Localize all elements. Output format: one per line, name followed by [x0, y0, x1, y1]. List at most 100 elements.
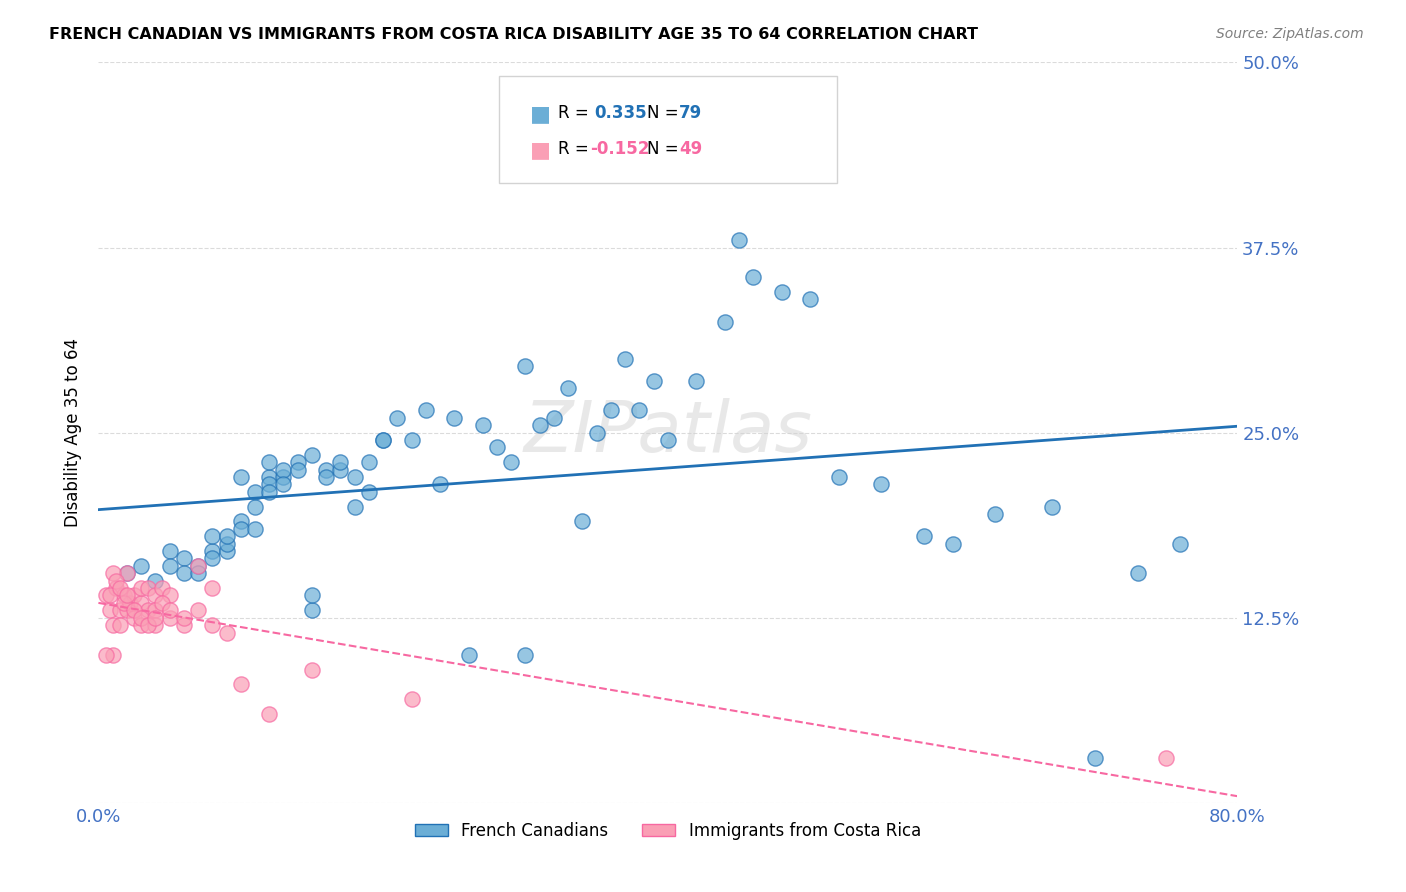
Point [287, 462, 309, 476]
Point [357, 455, 380, 469]
Point [129, 610, 152, 624]
Point [118, 596, 141, 610]
Point [301, 663, 323, 677]
Text: ZIPatlas: ZIPatlas [523, 398, 813, 467]
Text: R =: R = [558, 140, 595, 158]
Text: ■: ■ [530, 104, 551, 124]
Point [742, 270, 765, 285]
Point [98, 603, 121, 617]
Point [243, 484, 266, 499]
Point [571, 515, 593, 529]
Point [273, 477, 295, 491]
Point [122, 589, 145, 603]
Point [870, 477, 893, 491]
Point [101, 648, 124, 662]
Point [122, 603, 145, 617]
Point [315, 470, 337, 484]
Point [201, 529, 224, 543]
Point [243, 500, 266, 514]
Point [273, 462, 295, 476]
Point [129, 581, 152, 595]
Point [101, 566, 124, 581]
Text: FRENCH CANADIAN VS IMMIGRANTS FROM COSTA RICA DISABILITY AGE 35 TO 64 CORRELATIO: FRENCH CANADIAN VS IMMIGRANTS FROM COSTA… [49, 27, 979, 42]
Point [129, 596, 152, 610]
Point [515, 648, 537, 662]
Point [145, 610, 167, 624]
Point [471, 418, 494, 433]
Point [201, 544, 224, 558]
Point [129, 558, 152, 573]
Text: 0.335: 0.335 [595, 104, 647, 122]
Point [145, 603, 167, 617]
Point [101, 618, 124, 632]
Point [115, 566, 138, 581]
Point [129, 618, 152, 632]
Point [1084, 751, 1107, 765]
Point [1126, 566, 1149, 581]
Point [1170, 536, 1192, 550]
Point [799, 293, 821, 307]
Point [108, 581, 131, 595]
Text: 79: 79 [679, 104, 703, 122]
Point [343, 470, 366, 484]
Point [136, 618, 159, 632]
Point [215, 625, 238, 640]
Point [714, 314, 737, 328]
Point [259, 484, 281, 499]
Point [329, 455, 352, 469]
Point [614, 351, 637, 366]
Point [187, 558, 209, 573]
Point [543, 410, 565, 425]
Point [98, 589, 121, 603]
Point [401, 433, 423, 447]
Text: ■: ■ [530, 140, 551, 160]
Point [828, 470, 851, 484]
Point [259, 477, 281, 491]
Point [159, 610, 181, 624]
Point [201, 581, 224, 595]
Point [529, 418, 551, 433]
Point [259, 455, 281, 469]
Point [373, 433, 395, 447]
Point [429, 477, 451, 491]
Point [201, 551, 224, 566]
Point [108, 618, 131, 632]
Point [104, 581, 127, 595]
Point [357, 484, 380, 499]
Point [112, 589, 135, 603]
Point [108, 603, 131, 617]
Point [173, 566, 195, 581]
Point [229, 515, 252, 529]
Point [159, 558, 181, 573]
Point [136, 603, 159, 617]
Point [215, 536, 238, 550]
Point [301, 603, 323, 617]
Point [145, 618, 167, 632]
Point [215, 529, 238, 543]
Point [259, 706, 281, 721]
Point [115, 603, 138, 617]
Point [685, 374, 707, 388]
Point [173, 618, 195, 632]
Point [657, 433, 679, 447]
Point [301, 589, 323, 603]
Point [628, 403, 651, 417]
Point [173, 551, 195, 566]
Point [387, 410, 409, 425]
Point [94, 648, 117, 662]
Point [585, 425, 607, 440]
Point [145, 574, 167, 588]
Point [187, 558, 209, 573]
Point [152, 596, 174, 610]
Y-axis label: Disability Age 35 to 64: Disability Age 35 to 64 [65, 338, 83, 527]
Text: 49: 49 [679, 140, 703, 158]
Text: N =: N = [647, 140, 683, 158]
Point [145, 589, 167, 603]
Point [122, 610, 145, 624]
Point [728, 233, 751, 247]
Point [243, 522, 266, 536]
Point [94, 589, 117, 603]
Point [515, 359, 537, 373]
Point [343, 500, 366, 514]
Point [373, 433, 395, 447]
